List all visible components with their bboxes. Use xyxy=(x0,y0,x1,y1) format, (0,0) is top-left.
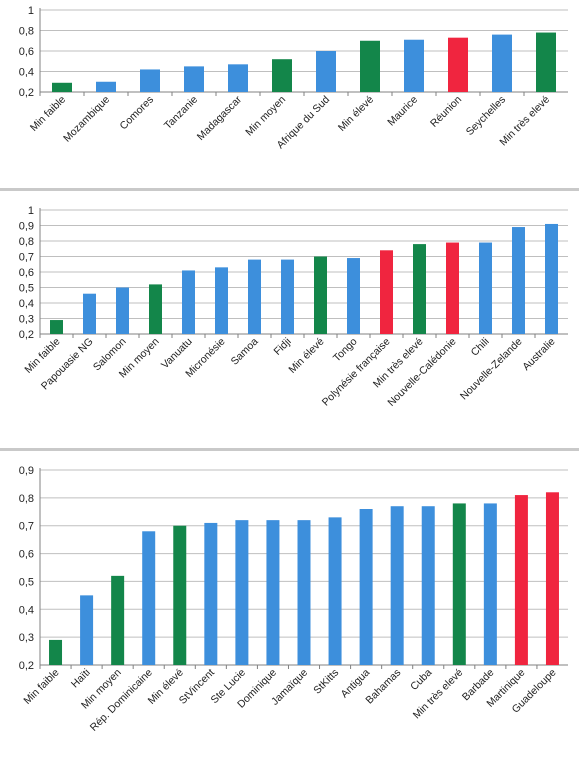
y-tick-label: 0,8 xyxy=(19,493,34,505)
bar xyxy=(182,270,195,334)
bar xyxy=(266,520,280,665)
y-tick-label: 0,8 xyxy=(19,26,34,38)
bar xyxy=(314,256,327,334)
bar xyxy=(228,64,248,92)
bar xyxy=(413,244,426,334)
y-tick-label: 0,8 xyxy=(19,236,34,248)
x-tick-label: Réunion xyxy=(428,94,464,130)
bar xyxy=(281,259,294,334)
x-tick-label: Mozambique xyxy=(61,94,112,145)
chart-panel-pacific: 0,2 0,3 0,4 0,5 0,6 0,7 0,8 0,9 1 Min faible Papou… xyxy=(0,194,579,446)
bar xyxy=(52,82,72,92)
bar xyxy=(184,66,204,92)
y-tick-label: 0,7 xyxy=(19,252,34,264)
y-tick-label: 0,9 xyxy=(19,465,34,477)
bar xyxy=(479,242,492,334)
bar xyxy=(80,595,94,665)
y-tick-label: 0,7 xyxy=(19,521,34,533)
bar xyxy=(111,575,125,665)
x-tick-label: Nouvelle-Zelande xyxy=(458,336,525,403)
panel-divider xyxy=(0,188,579,191)
bar xyxy=(380,250,393,334)
bar xyxy=(545,223,558,334)
bar xyxy=(235,520,249,665)
x-tick-label: Cuba xyxy=(408,667,434,693)
bar xyxy=(215,267,228,334)
bar xyxy=(142,531,156,665)
bar xyxy=(359,509,373,665)
bar xyxy=(347,258,360,334)
y-tick-label: 0,6 xyxy=(19,267,34,279)
bar xyxy=(116,287,129,334)
y-tick-label: 1 xyxy=(28,5,34,17)
y-tick-label: 0,2 xyxy=(19,87,34,99)
y-tick-label: 0,6 xyxy=(19,549,34,561)
x-tick-label: Min faible xyxy=(28,94,68,134)
bar xyxy=(96,81,116,92)
bar xyxy=(297,520,311,665)
chart-panel-africa: 0,2 0,4 0,6 0,8 1 Min faible Mozambique Comores… xyxy=(0,0,579,186)
x-tick-label: Haïti xyxy=(69,667,93,691)
y-tick-label: 0,2 xyxy=(19,329,34,341)
y-tick-label: 0,4 xyxy=(19,604,34,616)
x-tick-label: Tongo xyxy=(331,336,360,365)
x-tick-label: Fidji xyxy=(272,336,294,358)
bar xyxy=(328,517,342,665)
y-tick-label: 0,2 xyxy=(19,660,34,672)
y-tick-label: 0,4 xyxy=(19,298,34,310)
y-tick-label: 0,5 xyxy=(19,576,34,588)
bar xyxy=(404,39,424,92)
bar xyxy=(545,492,559,665)
bar xyxy=(483,503,497,665)
x-tick-label: Min élevé xyxy=(286,336,326,376)
bar xyxy=(452,503,466,665)
bar xyxy=(360,40,380,92)
bar xyxy=(316,51,336,92)
x-tick-label: Seychelles xyxy=(464,94,508,138)
panel-divider xyxy=(0,448,579,451)
y-tick-label: 0,6 xyxy=(19,46,34,58)
x-tick-label: Min faible xyxy=(21,667,61,707)
y-tick-label: 0,9 xyxy=(19,221,34,233)
bar xyxy=(448,37,468,92)
y-tick-label: 0,3 xyxy=(19,632,34,644)
bar xyxy=(536,32,556,92)
x-tick-label: StKitts xyxy=(311,667,341,697)
bar xyxy=(514,495,528,665)
bar xyxy=(446,242,459,334)
bar xyxy=(512,227,525,334)
bar xyxy=(83,293,96,334)
bar xyxy=(390,506,404,665)
bar xyxy=(272,59,292,92)
x-tick-label: Min moyen xyxy=(243,94,288,139)
x-tick-label: Comores xyxy=(118,94,157,133)
bar xyxy=(149,284,162,334)
x-tick-label: Min élevé xyxy=(336,94,376,134)
bar xyxy=(140,69,160,92)
bar xyxy=(50,320,63,334)
x-tick-label: Madagascar xyxy=(195,93,245,143)
bar xyxy=(248,259,261,334)
bar xyxy=(492,34,512,92)
x-tick-label: Chili xyxy=(469,336,492,359)
x-tick-label: Australie xyxy=(520,336,557,373)
bar xyxy=(173,525,187,665)
x-tick-label: Maurice xyxy=(385,94,420,129)
chart-panel-caribbean: 0,2 0,3 0,4 0,5 0,6 0,7 0,8 0,9 Min faible Haïti M… xyxy=(0,454,579,773)
bar xyxy=(204,522,218,665)
y-tick-label: 1 xyxy=(28,205,34,217)
y-tick-label: 0,5 xyxy=(19,283,34,295)
x-tick-label: Samoa xyxy=(229,336,261,368)
y-tick-label: 0,3 xyxy=(19,314,34,326)
bar xyxy=(49,639,63,665)
x-tick-label: Tanzanie xyxy=(162,94,200,132)
bar xyxy=(421,506,435,665)
y-tick-label: 0,4 xyxy=(19,67,34,79)
